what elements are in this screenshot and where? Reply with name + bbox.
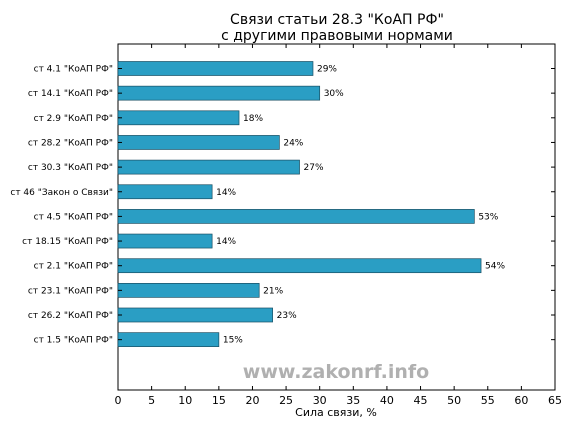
x-tick-label: 55 — [481, 394, 495, 407]
value-label: 27% — [304, 163, 324, 173]
category-label: ст 14.1 "КоАП РФ" — [28, 89, 113, 99]
bar — [117, 307, 273, 323]
x-tick-label: 5 — [148, 394, 155, 407]
value-label: 29% — [317, 65, 337, 75]
category-label: ст 46 "Закон о Связи" — [10, 188, 113, 198]
bar — [117, 110, 240, 126]
x-tick-label: 60 — [514, 394, 528, 407]
bar — [117, 233, 213, 249]
x-tick-label: 35 — [346, 394, 360, 407]
x-axis-label: Сила связи, % — [295, 406, 377, 419]
category-label: ст 28.2 "КоАП РФ" — [28, 138, 113, 148]
x-tick-label: 30 — [313, 394, 327, 407]
value-label: 14% — [216, 237, 236, 247]
x-tick-label: 65 — [548, 394, 562, 407]
category-label: ст 23.1 "КоАП РФ" — [28, 286, 113, 296]
value-label: 53% — [478, 212, 498, 222]
category-label: ст 4.5 "КоАП РФ" — [34, 212, 113, 222]
x-tick-label: 0 — [115, 394, 122, 407]
x-tick-label: 15 — [212, 394, 226, 407]
value-label: 21% — [263, 286, 283, 296]
bars-group: ст 4.1 "КоАП РФ" 29% ст 14.1 "КоАП РФ" 30% с… — [10, 61, 555, 347]
category-label: ст 30.3 "КоАП РФ" — [28, 163, 113, 173]
value-label: 15% — [223, 336, 243, 346]
value-label: 54% — [485, 262, 505, 272]
value-label: 18% — [243, 114, 263, 124]
x-tick-label: 10 — [178, 394, 192, 407]
x-tick-label: 45 — [414, 394, 428, 407]
category-label: ст 18.15 "КоАП РФ" — [22, 237, 113, 247]
bar — [117, 283, 260, 298]
bar — [117, 61, 314, 76]
bar — [117, 258, 482, 274]
x-tick-label: 50 — [447, 394, 461, 407]
watermark: www.zakonrf.info — [243, 361, 429, 383]
bar — [117, 184, 213, 200]
category-label: ст 4.1 "КоАП РФ" — [34, 65, 113, 75]
value-label: 30% — [324, 89, 344, 99]
chart-title-line1: Связи статьи 28.3 "КоАП РФ" — [230, 12, 444, 28]
value-label: 14% — [216, 188, 236, 198]
category-label: ст 1.5 "КоАП РФ" — [34, 336, 113, 346]
bar — [117, 159, 300, 175]
bar — [117, 85, 321, 101]
category-label: ст 2.9 "КоАП РФ" — [34, 114, 113, 124]
value-label: 24% — [283, 138, 303, 148]
value-label: 23% — [277, 311, 297, 321]
x-tick-label: 40 — [380, 394, 394, 407]
x-axis-ticks: 0 5 10 15 20 25 30 35 40 45 50 55 60 65 — [115, 44, 562, 407]
category-label: ст 2.1 "КоАП РФ" — [34, 262, 113, 272]
bar — [117, 332, 220, 347]
category-label: ст 26.2 "КоАП РФ" — [28, 311, 113, 321]
bar — [117, 135, 280, 150]
bar — [117, 209, 475, 224]
x-tick-label: 25 — [279, 394, 293, 407]
x-tick-label: 20 — [245, 394, 259, 407]
chart-title-line2: с другими правовыми нормами — [221, 28, 453, 44]
